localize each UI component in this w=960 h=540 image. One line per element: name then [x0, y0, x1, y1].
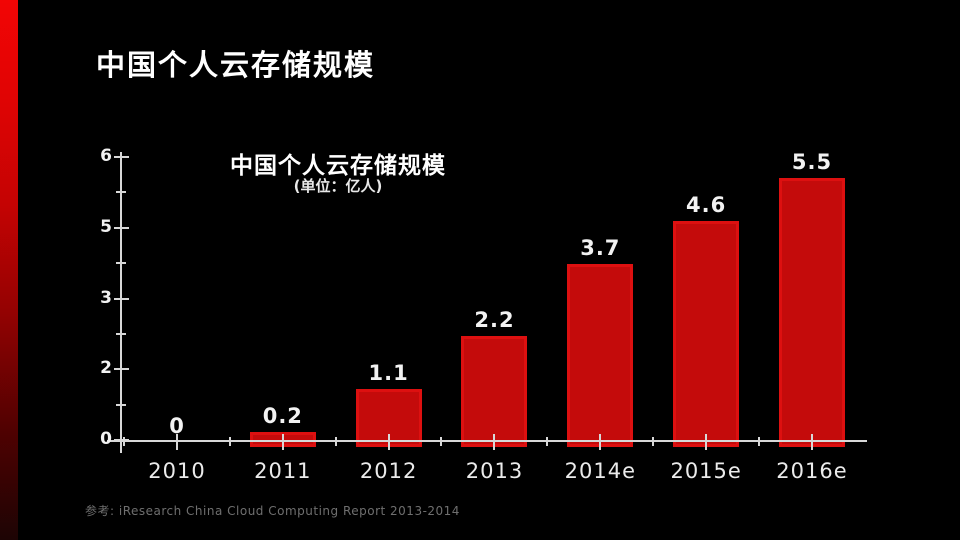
x-axis-label: 2011: [254, 459, 312, 483]
source-note: 参考: iResearch China Cloud Computing Repo…: [85, 504, 460, 518]
x-axis-label: 2014e: [564, 459, 636, 483]
y-minor-tick: [116, 191, 126, 194]
bar-value-label: 2.2: [474, 308, 515, 333]
bar-value-label: 0: [169, 414, 185, 438]
y-tick-5: [114, 226, 129, 229]
bar-2015e: [673, 221, 740, 447]
x-axis-label: 2016e: [776, 459, 848, 483]
x-minor-tick: [757, 437, 760, 446]
y-axis-line: [120, 152, 122, 453]
x-tick-2016e: [810, 434, 813, 450]
chart-subtitle: (单位：亿人): [293, 177, 383, 195]
x-tick-2013: [493, 434, 496, 450]
y-tick-label: 3: [100, 287, 112, 308]
bar-value-label: 4.6: [686, 193, 727, 218]
x-minor-tick: [123, 437, 125, 446]
slide-title: 中国个人云存储规模: [96, 48, 376, 82]
x-tick-2010: [176, 434, 178, 450]
bar-value-label: 5.5: [791, 150, 833, 174]
x-minor-tick: [546, 437, 549, 446]
x-axis-line: [107, 440, 867, 442]
y-tick-label: 2: [100, 358, 112, 379]
x-tick-2015e: [705, 434, 708, 450]
y-tick-label: 6: [100, 146, 112, 166]
x-minor-tick: [228, 437, 231, 446]
y-minor-tick: [116, 262, 126, 265]
bar-value-label: 0.2: [262, 404, 303, 429]
x-minor-tick: [652, 437, 655, 446]
x-minor-tick: [334, 437, 337, 446]
chart-title: 中国个人云存储规模: [230, 153, 446, 179]
y-minor-tick: [116, 403, 126, 406]
bar-value-label: 3.7: [580, 236, 621, 261]
x-axis-label: 2010: [148, 459, 206, 483]
y-tick-label: 0: [100, 429, 112, 450]
y-tick-3: [114, 297, 129, 300]
y-tick-6: [114, 156, 129, 158]
x-axis-label: 2012: [359, 459, 418, 483]
x-minor-tick: [440, 437, 443, 446]
x-axis-label: 2015e: [670, 459, 742, 483]
y-tick-2: [114, 368, 129, 371]
x-axis-label: 2013: [465, 459, 524, 483]
bar-value-label: 1.1: [368, 361, 409, 386]
y-tick-0: [114, 439, 129, 442]
bar-2014e: [567, 264, 634, 447]
x-tick-2011: [281, 434, 284, 450]
bar-2016e: [778, 178, 845, 447]
x-tick-2012: [387, 434, 390, 450]
bar-2013: [461, 336, 528, 447]
accent-strip: [0, 0, 18, 540]
y-minor-tick: [116, 333, 126, 335]
y-tick-label: 5: [100, 216, 112, 237]
x-tick-2014e: [599, 434, 602, 450]
